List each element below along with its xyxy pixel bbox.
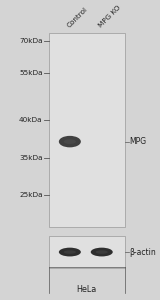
Ellipse shape (59, 136, 81, 147)
Text: 35kDa: 35kDa (19, 154, 43, 160)
Text: 70kDa: 70kDa (19, 38, 43, 44)
Text: 55kDa: 55kDa (19, 70, 43, 76)
Ellipse shape (59, 248, 81, 256)
Text: HeLa: HeLa (76, 285, 97, 294)
Ellipse shape (64, 139, 76, 144)
Text: MPG KO: MPG KO (97, 4, 122, 28)
Text: 25kDa: 25kDa (19, 192, 43, 198)
Text: 40kDa: 40kDa (19, 117, 43, 123)
Text: MPG: MPG (129, 137, 146, 146)
FancyBboxPatch shape (49, 236, 124, 268)
Ellipse shape (64, 250, 76, 254)
Text: Control: Control (66, 6, 88, 28)
Text: β-actin: β-actin (129, 248, 156, 256)
Ellipse shape (96, 250, 108, 254)
Ellipse shape (91, 248, 113, 256)
FancyBboxPatch shape (49, 33, 124, 227)
